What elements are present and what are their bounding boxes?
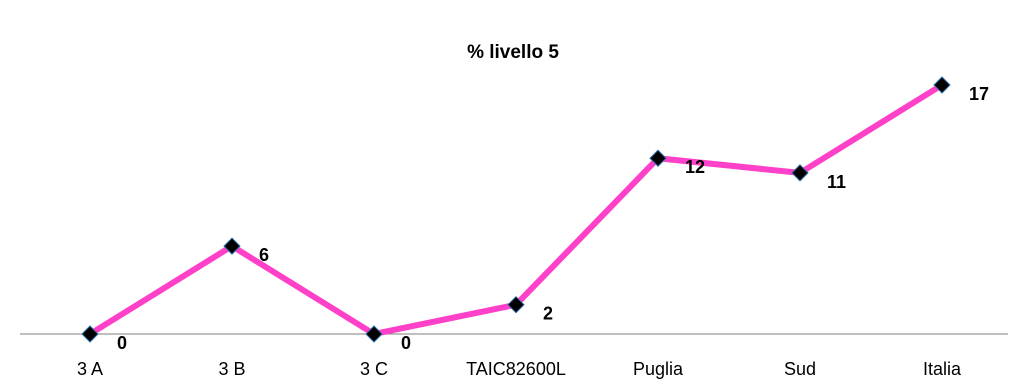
series-layer: 0 6 0 2 12 11 17 bbox=[81, 76, 989, 353]
data-label: 12 bbox=[685, 157, 705, 177]
x-tick-label: 3 B bbox=[218, 359, 245, 379]
x-tick-label: 3 A bbox=[77, 359, 103, 379]
data-label: 0 bbox=[117, 333, 127, 353]
data-label: 11 bbox=[827, 172, 846, 192]
data-label: 17 bbox=[969, 84, 989, 104]
chart-title: % livello 5 bbox=[467, 42, 559, 63]
x-tick-label: Sud bbox=[784, 359, 816, 379]
data-label: 2 bbox=[543, 304, 553, 324]
data-point-marker bbox=[933, 76, 951, 94]
x-tick-labels: 3 A 3 B 3 C TAIC82600L Puglia Sud Italia bbox=[77, 359, 962, 379]
data-label: 6 bbox=[259, 245, 269, 265]
data-point-marker bbox=[791, 164, 809, 182]
x-tick-label: Puglia bbox=[633, 359, 684, 379]
x-tick-label: TAIC82600L bbox=[466, 359, 566, 379]
data-point-marker bbox=[223, 237, 241, 255]
x-tick-label: Italia bbox=[923, 359, 962, 379]
data-point-marker bbox=[365, 325, 383, 343]
data-point-marker bbox=[649, 149, 667, 167]
x-tick-label: 3 C bbox=[360, 359, 388, 379]
data-label: 0 bbox=[401, 333, 411, 353]
data-point-marker bbox=[81, 325, 99, 343]
data-point-marker bbox=[507, 295, 525, 314]
